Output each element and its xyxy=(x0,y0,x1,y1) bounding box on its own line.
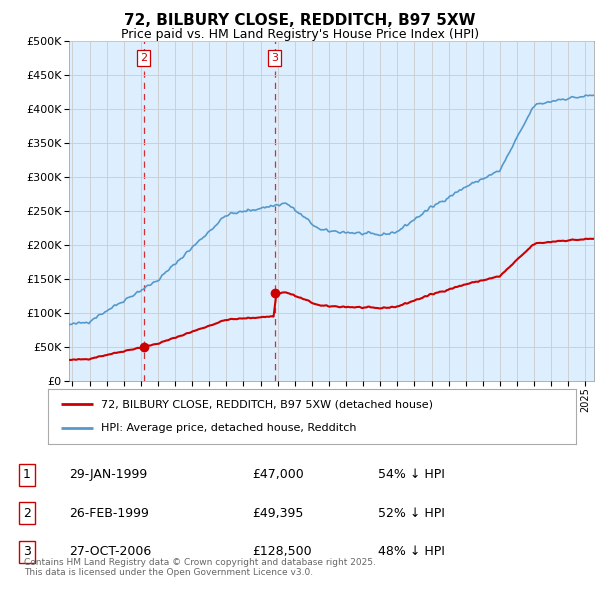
Text: 54% ↓ HPI: 54% ↓ HPI xyxy=(378,468,445,481)
Text: £47,000: £47,000 xyxy=(252,468,304,481)
Text: 27-OCT-2006: 27-OCT-2006 xyxy=(69,545,151,558)
Text: 52% ↓ HPI: 52% ↓ HPI xyxy=(378,507,445,520)
Text: 72, BILBURY CLOSE, REDDITCH, B97 5XW (detached house): 72, BILBURY CLOSE, REDDITCH, B97 5XW (de… xyxy=(101,399,433,409)
Text: 1: 1 xyxy=(23,468,31,481)
Text: Price paid vs. HM Land Registry's House Price Index (HPI): Price paid vs. HM Land Registry's House … xyxy=(121,28,479,41)
Text: 2: 2 xyxy=(140,53,147,63)
Text: HPI: Average price, detached house, Redditch: HPI: Average price, detached house, Redd… xyxy=(101,423,356,433)
Text: 29-JAN-1999: 29-JAN-1999 xyxy=(69,468,147,481)
Text: 48% ↓ HPI: 48% ↓ HPI xyxy=(378,545,445,558)
Text: Contains HM Land Registry data © Crown copyright and database right 2025.
This d: Contains HM Land Registry data © Crown c… xyxy=(24,558,376,577)
Text: 26-FEB-1999: 26-FEB-1999 xyxy=(69,507,149,520)
Text: £49,395: £49,395 xyxy=(252,507,304,520)
Text: 2: 2 xyxy=(23,507,31,520)
Text: 3: 3 xyxy=(23,545,31,558)
Text: £128,500: £128,500 xyxy=(252,545,311,558)
Text: 72, BILBURY CLOSE, REDDITCH, B97 5XW: 72, BILBURY CLOSE, REDDITCH, B97 5XW xyxy=(124,13,476,28)
Text: 3: 3 xyxy=(271,53,278,63)
